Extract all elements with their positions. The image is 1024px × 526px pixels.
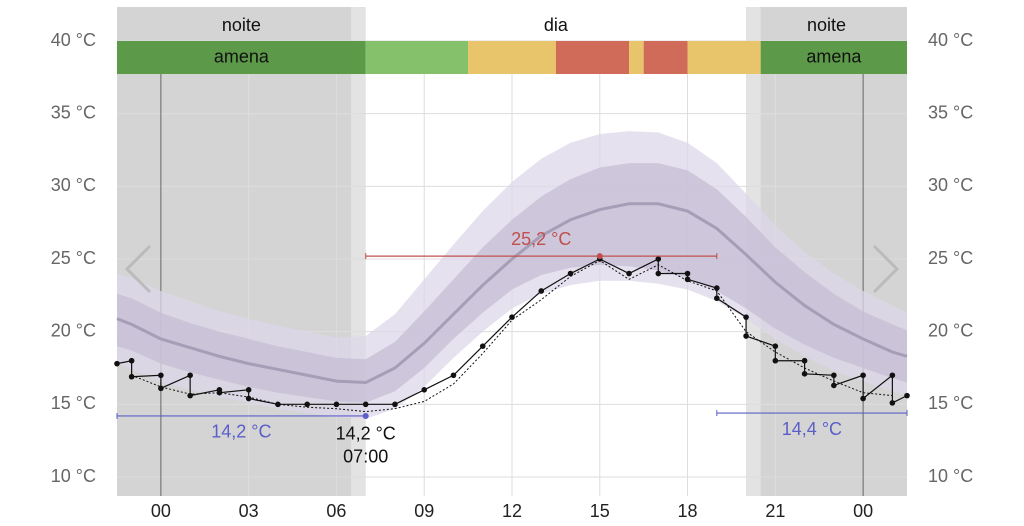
observed-point — [245, 387, 252, 393]
comfort-segment — [643, 41, 688, 74]
observed-point — [743, 333, 749, 339]
observed-point — [158, 372, 164, 379]
y-tick-label: 15 °C — [51, 393, 96, 413]
observed-point — [860, 372, 866, 379]
observed-point — [567, 270, 574, 277]
y-tick-label: 20 °C — [51, 320, 96, 340]
extreme-point — [596, 253, 603, 260]
observed-point — [904, 392, 910, 399]
observed-point — [889, 400, 896, 406]
min-label: 14,2 °C — [336, 424, 396, 444]
median-line — [116, 202, 908, 385]
min-time: 07:00 — [343, 447, 388, 467]
observed-point — [743, 314, 749, 320]
observed-point — [655, 256, 662, 262]
observed-point — [128, 357, 135, 364]
observed-point — [362, 401, 369, 408]
observed-point — [831, 382, 837, 389]
observed-point — [831, 372, 837, 379]
observed-point — [801, 371, 808, 377]
y-tick-label-right: 30 °C — [928, 175, 973, 195]
x-tick-label: 00 — [853, 501, 873, 521]
observed-point — [772, 343, 779, 350]
observed-point — [333, 401, 340, 408]
x-tick-label: 03 — [239, 501, 259, 521]
next-arrow[interactable] — [872, 244, 900, 294]
y-tick-label: 25 °C — [51, 248, 96, 268]
observed-point — [275, 401, 281, 408]
y-tick-label: 30 °C — [51, 175, 96, 195]
x-tick-label: 00 — [151, 501, 171, 521]
comfort-segment — [365, 41, 469, 74]
comfort-segment — [555, 41, 630, 74]
comfort-segment — [468, 41, 556, 74]
observed-point — [114, 360, 120, 367]
y-tick-label-right: 25 °C — [928, 248, 973, 268]
x-tick-label: 06 — [326, 501, 346, 521]
observed-point — [245, 395, 252, 402]
period-label: dia — [544, 15, 569, 35]
observed-point — [128, 373, 135, 380]
y-tick-label-right: 15 °C — [928, 393, 973, 413]
period-label: noite — [807, 15, 846, 35]
x-tick-label: 12 — [502, 501, 522, 521]
observed-point — [655, 270, 662, 277]
observed-point — [392, 401, 398, 408]
observed-point — [187, 392, 193, 399]
observed-point — [714, 285, 720, 291]
observed-point — [450, 372, 457, 379]
y-tick-label: 40 °C — [51, 30, 96, 50]
twilight — [351, 7, 366, 496]
annotation-label: 14,4 °C — [782, 419, 842, 439]
x-tick-label: 21 — [765, 501, 785, 521]
observed-point — [626, 270, 632, 277]
comfort-label: amena — [806, 46, 862, 66]
y-tick-label: 35 °C — [51, 102, 96, 122]
observed-point — [304, 401, 310, 408]
comfort-segment — [117, 41, 366, 74]
x-tick-label: 15 — [590, 501, 610, 521]
y-tick-label-right: 35 °C — [928, 102, 973, 122]
comfort-label: amena — [214, 46, 270, 66]
comfort-segment — [687, 41, 761, 74]
period-label: noite — [222, 15, 261, 35]
x-tick-label: 09 — [414, 501, 434, 521]
observed-point — [216, 389, 223, 396]
y-tick-label-right: 10 °C — [928, 466, 973, 486]
observed-point — [538, 288, 545, 294]
extreme-point — [362, 412, 369, 419]
y-tick-label-right: 40 °C — [928, 30, 973, 50]
observed-point — [479, 343, 486, 350]
observed-point — [684, 276, 691, 283]
observed-point — [684, 270, 691, 277]
observed-point — [158, 385, 164, 392]
observed-point — [714, 295, 720, 302]
prev-arrow[interactable] — [124, 244, 152, 294]
observed-point — [772, 357, 779, 364]
observed-point — [421, 387, 428, 393]
comfort-segment — [760, 41, 907, 74]
annotation-label: 25,2 °C — [511, 229, 571, 249]
observed-point — [509, 314, 515, 320]
y-tick-label-right: 20 °C — [928, 320, 973, 340]
plot: noite dia noite 10 °C 10 °C 15 °C 15 °C 20 °C 20… — [51, 7, 973, 521]
x-tick-label: 18 — [678, 501, 698, 521]
observed-point — [801, 357, 808, 364]
comfort-segment — [629, 41, 644, 74]
observed-point — [889, 372, 896, 379]
annotation-label: 14,2 °C — [211, 422, 271, 442]
y-tick-label: 10 °C — [51, 466, 96, 486]
observed-point — [187, 372, 193, 379]
observed-point — [860, 395, 866, 402]
